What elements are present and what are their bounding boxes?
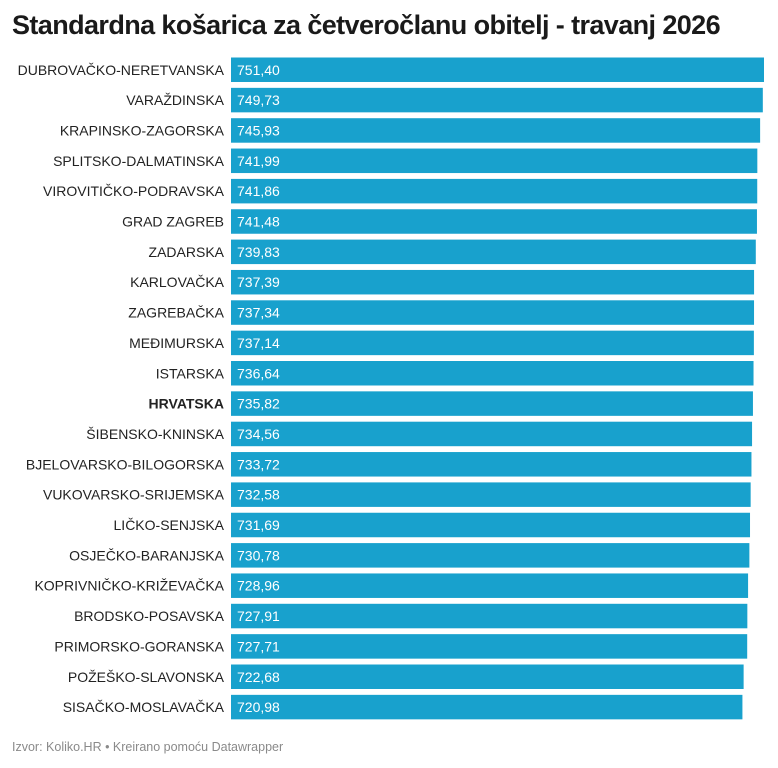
- bar-row: KOPRIVNIČKO-KRIŽEVAČKA 728,96: [34, 573, 749, 598]
- value-label: 741,48: [237, 214, 280, 230]
- bar: [231, 57, 764, 82]
- bar: [231, 452, 752, 477]
- category-label: ZAGREBAČKA: [128, 305, 224, 321]
- bar-row: VIROVITIČKO-PODRAVSKA 741,86: [43, 178, 758, 204]
- chart-title: Standardna košarica za četveročlanu obit…: [12, 10, 721, 40]
- value-label: 737,14: [237, 335, 280, 351]
- value-label: 745,93: [237, 122, 280, 138]
- category-label: ZADARSKA: [149, 244, 225, 260]
- value-label: 732,58: [237, 487, 280, 503]
- value-label: 733,72: [237, 456, 280, 472]
- value-label: 734,56: [237, 426, 280, 442]
- value-label: 730,78: [237, 547, 280, 563]
- bar: [231, 330, 754, 356]
- bar: [231, 694, 743, 720]
- category-label: BRODSKO-POSAVSKA: [74, 608, 225, 624]
- bar: [231, 300, 755, 325]
- value-label: 720,98: [237, 699, 280, 715]
- value-label: 731,69: [237, 517, 280, 533]
- category-label: KOPRIVNIČKO-KRIŽEVAČKA: [34, 578, 224, 594]
- category-label: LIČKO-SENJSKA: [114, 517, 225, 533]
- bar-row: DUBROVAČKO-NERETVANSKA 751,40: [18, 57, 764, 82]
- bar-row: BRODSKO-POSAVSKA 727,91: [74, 603, 748, 629]
- value-label: 737,34: [237, 305, 280, 321]
- value-label: 741,86: [237, 183, 280, 199]
- bar-row: SISAČKO-MOSLAVAČKA 720,98: [63, 694, 743, 720]
- bar-chart: DUBROVAČKO-NERETVANSKA 751,40 VARAŽDINSKA 7…: [18, 57, 764, 720]
- bar-row: OSJEČKO-BARANJSKA 730,78: [69, 543, 750, 568]
- category-label: DUBROVAČKO-NERETVANSKA: [18, 62, 225, 78]
- bar-row: KARLOVAČKA 737,39: [130, 269, 755, 295]
- bar: [231, 634, 748, 659]
- bar: [231, 87, 763, 113]
- bar: [231, 512, 751, 538]
- category-label: SISAČKO-MOSLAVAČKA: [63, 699, 225, 715]
- category-label: KARLOVAČKA: [130, 274, 225, 290]
- value-label: 727,91: [237, 608, 280, 624]
- value-label: 722,68: [237, 669, 280, 685]
- bar: [231, 543, 750, 568]
- bar: [231, 573, 749, 598]
- value-label: 737,39: [237, 274, 280, 290]
- bar-row: MEĐIMURSKA 737,14: [129, 330, 754, 356]
- bar: [231, 209, 757, 234]
- category-label: VUKOVARSKO-SRIJEMSKA: [43, 487, 225, 503]
- value-label: 751,40: [237, 62, 280, 78]
- category-label: OSJEČKO-BARANJSKA: [69, 547, 224, 563]
- bar-row: KRAPINSKO-ZAGORSKA 745,93: [60, 118, 761, 143]
- category-label: KRAPINSKO-ZAGORSKA: [60, 122, 225, 138]
- category-label: VARAŽDINSKA: [126, 92, 224, 108]
- bar-row: ISTARSKA 736,64: [156, 361, 754, 386]
- category-label: BJELOVARSKO-BILOGORSKA: [26, 456, 225, 472]
- bar: [231, 269, 755, 295]
- category-label: ŠIBENSKO-KNINSKA: [86, 426, 224, 442]
- bar: [231, 391, 753, 416]
- bar-row: PRIMORSKO-GORANSKA 727,71: [54, 634, 748, 659]
- bar: [231, 603, 748, 629]
- bar: [231, 482, 751, 507]
- value-label: 728,96: [237, 578, 280, 594]
- value-label: 739,83: [237, 244, 280, 260]
- bar-row: ŠIBENSKO-KNINSKA 734,56: [86, 421, 753, 447]
- bar: [231, 361, 754, 386]
- value-label: 749,73: [237, 92, 280, 108]
- category-label: MEĐIMURSKA: [129, 335, 225, 351]
- category-label: SPLITSKO-DALMATINSKA: [53, 153, 225, 169]
- bar-row: SPLITSKO-DALMATINSKA 741,99: [53, 148, 758, 174]
- category-label: GRAD ZAGREB: [122, 214, 224, 230]
- bar: [231, 421, 753, 447]
- category-label: HRVATSKA: [149, 396, 224, 412]
- bar-row: BJELOVARSKO-BILOGORSKA 733,72: [26, 452, 752, 477]
- bar-row: VARAŽDINSKA 749,73: [126, 87, 763, 113]
- bar-row: LIČKO-SENJSKA 731,69: [114, 512, 751, 538]
- category-label: ISTARSKA: [156, 365, 225, 381]
- source-credit: Izvor: Koliko.HR • Kreirano pomoću Dataw…: [12, 740, 284, 754]
- bar: [231, 239, 756, 265]
- bar: [231, 664, 744, 689]
- value-label: 727,71: [237, 638, 280, 654]
- bar: [231, 148, 758, 174]
- bar: [231, 118, 761, 143]
- category-label: POŽEŠKO-SLAVONSKA: [68, 669, 225, 685]
- bar-row: HRVATSKA 735,82: [149, 391, 753, 416]
- value-label: 741,99: [237, 153, 280, 169]
- category-label: PRIMORSKO-GORANSKA: [54, 638, 224, 654]
- bar-row: VUKOVARSKO-SRIJEMSKA 732,58: [43, 482, 751, 507]
- bar-row: GRAD ZAGREB 741,48: [122, 209, 757, 234]
- category-label: VIROVITIČKO-PODRAVSKA: [43, 183, 225, 199]
- value-label: 736,64: [237, 365, 280, 381]
- bar-row: ZAGREBAČKA 737,34: [128, 300, 755, 325]
- value-label: 735,82: [237, 396, 280, 412]
- bar-row: ZADARSKA 739,83: [149, 239, 756, 265]
- bar-row: POŽEŠKO-SLAVONSKA 722,68: [68, 664, 744, 689]
- bar: [231, 178, 758, 204]
